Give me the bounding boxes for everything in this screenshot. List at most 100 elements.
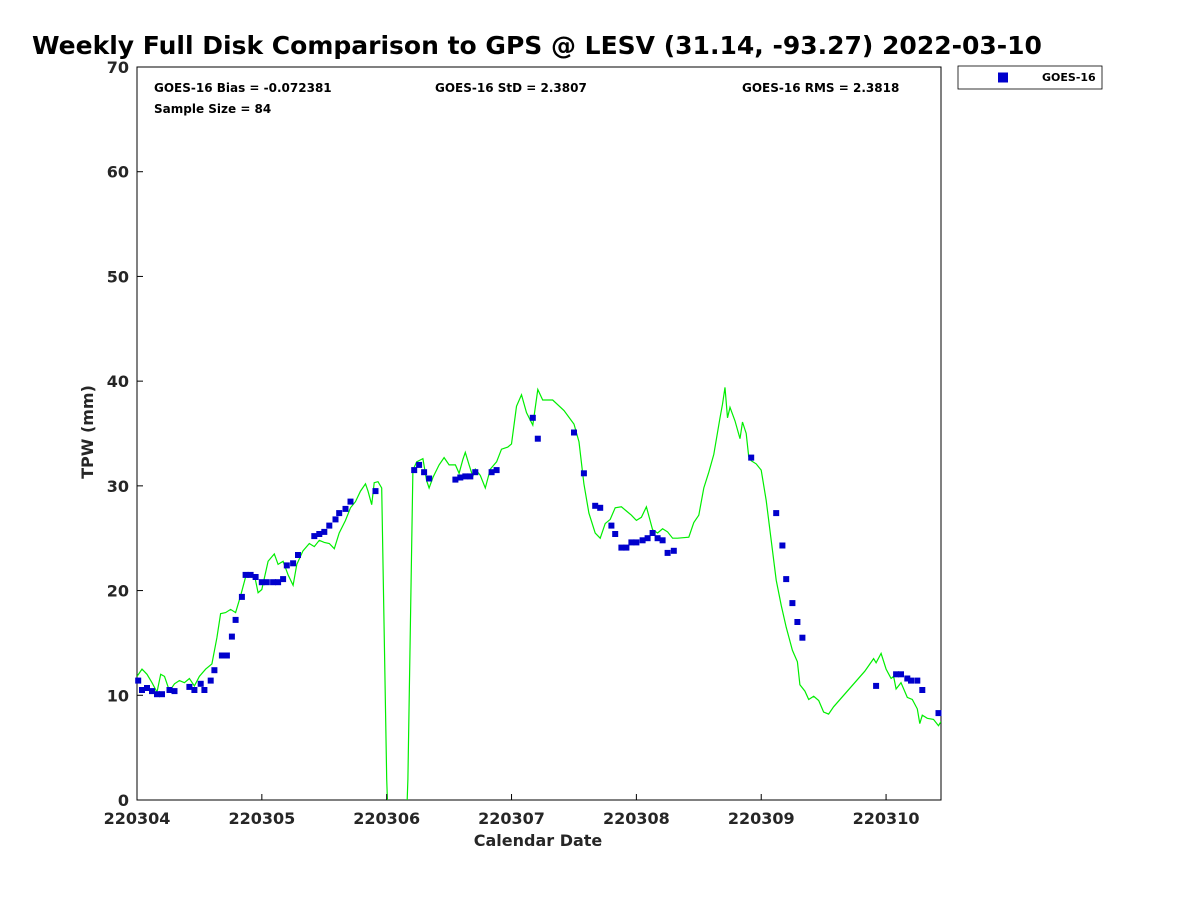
goes16-data-point — [416, 461, 423, 468]
plot-frame — [136, 66, 942, 801]
goes16-data-point — [612, 531, 619, 537]
goes16-data-point — [467, 473, 474, 480]
y-tick-label: 10 — [107, 686, 129, 705]
goes16-data-point — [166, 687, 173, 693]
goes16-data-point — [336, 510, 343, 517]
goes16-data-point — [580, 470, 587, 477]
legend: GOES-16 — [957, 65, 1103, 90]
goes16-data-point — [242, 571, 249, 578]
x-tick-label: 220304 — [104, 809, 171, 828]
y-tick-label: 70 — [107, 58, 129, 77]
goes16-data-point — [649, 530, 656, 536]
x-tick-label: 220305 — [228, 809, 295, 828]
series-markers — [135, 414, 942, 717]
x-tick-label: 220310 — [853, 809, 920, 828]
x-tick-label: 220308 — [603, 809, 670, 828]
bias-annotation: GOES-16 Bias = -0.072381 — [154, 81, 332, 95]
y-tick-label: 30 — [107, 477, 129, 496]
goes16-data-point — [280, 576, 287, 583]
goes16-data-point — [347, 498, 354, 505]
goes16-data-point — [191, 687, 198, 693]
goes16-data-point — [592, 502, 599, 509]
x-tick-label: 220307 — [478, 809, 545, 828]
goes16-data-point — [919, 687, 926, 693]
goes16-data-point — [898, 671, 904, 678]
goes16-data-point — [342, 505, 349, 512]
goes16-data-point — [186, 683, 193, 690]
series-lines — [137, 387, 941, 800]
goes16-data-point — [326, 522, 333, 529]
y-axis-ticks: 0 10 20 30 40 50 60 70 — [107, 58, 143, 810]
goes16-data-point — [644, 535, 651, 542]
goes16-data-point — [252, 574, 259, 580]
goes16-data-point — [411, 467, 418, 474]
goes16-data-point — [211, 667, 218, 674]
goes16-data-point — [789, 600, 796, 607]
goes16-data-point — [597, 504, 604, 511]
goes16-data-point — [452, 476, 459, 483]
goes16-data-point — [228, 633, 235, 640]
goes16-data-point — [462, 473, 469, 480]
goes16-data-point — [799, 634, 806, 641]
gps-reference-line — [137, 387, 941, 800]
goes16-data-point — [283, 562, 290, 569]
chart-title: Weekly Full Disk Comparison to GPS @ LES… — [32, 31, 1042, 60]
goes16-data-point — [258, 579, 265, 586]
goes16-data-point — [154, 691, 160, 698]
goes16-data-point — [529, 414, 536, 421]
goes16-data-point — [332, 516, 339, 523]
goes16-data-point — [873, 682, 880, 689]
plot-area — [135, 66, 942, 801]
goes16-data-point — [311, 533, 318, 540]
goes16-data-point — [488, 469, 495, 476]
goes16-data-point — [295, 552, 301, 558]
goes16-data-point — [908, 677, 914, 684]
y-tick-label: 60 — [107, 163, 129, 182]
goes16-data-point — [247, 571, 254, 578]
goes16-data-point — [218, 652, 225, 659]
goes16-data-point — [773, 510, 780, 517]
goes16-data-point — [893, 671, 900, 678]
goes16-data-point — [904, 675, 911, 682]
goes16-data-point — [159, 691, 165, 698]
goes16-data-point — [232, 616, 239, 623]
goes16-data-point — [654, 535, 661, 542]
goes16-data-point — [139, 687, 145, 693]
rms-annotation: GOES-16 RMS = 2.3818 — [742, 81, 899, 95]
goes16-data-point — [472, 469, 479, 476]
goes16-data-point — [149, 688, 155, 695]
goes16-data-point — [534, 435, 541, 442]
goes16-data-point — [207, 677, 214, 684]
x-axis-label: Calendar Date — [474, 831, 603, 850]
goes16-data-point — [135, 677, 142, 684]
goes16-data-point — [457, 474, 464, 481]
y-tick-label: 0 — [118, 791, 129, 810]
goes16-data-point — [670, 547, 677, 554]
goes16-data-point — [321, 528, 328, 535]
goes16-data-point — [421, 469, 428, 476]
std-annotation: GOES-16 StD = 2.3807 — [435, 81, 587, 95]
goes16-data-point — [372, 488, 379, 495]
goes16-data-point — [794, 619, 801, 625]
goes16-data-point — [633, 539, 640, 546]
legend-box — [957, 65, 1103, 90]
goes16-data-point — [608, 522, 615, 529]
goes16-data-point — [201, 687, 208, 693]
y-tick-label: 20 — [107, 582, 129, 601]
goes16-data-point — [664, 549, 671, 556]
goes16-data-point — [628, 539, 635, 546]
goes16-data-point — [426, 475, 433, 482]
goes16-data-point — [197, 680, 204, 687]
goes16-data-point — [493, 467, 500, 474]
goes16-data-point — [935, 710, 942, 717]
x-tick-label: 220309 — [728, 809, 795, 828]
goes16-data-point — [639, 537, 646, 544]
goes16-data-point — [144, 685, 150, 691]
goes16-data-point — [571, 429, 577, 436]
goes16-data-point — [783, 576, 790, 583]
goes16-data-point — [270, 579, 277, 586]
y-tick-label: 40 — [107, 372, 129, 391]
goes16-data-point — [914, 677, 921, 684]
goes16-data-point — [275, 579, 282, 586]
